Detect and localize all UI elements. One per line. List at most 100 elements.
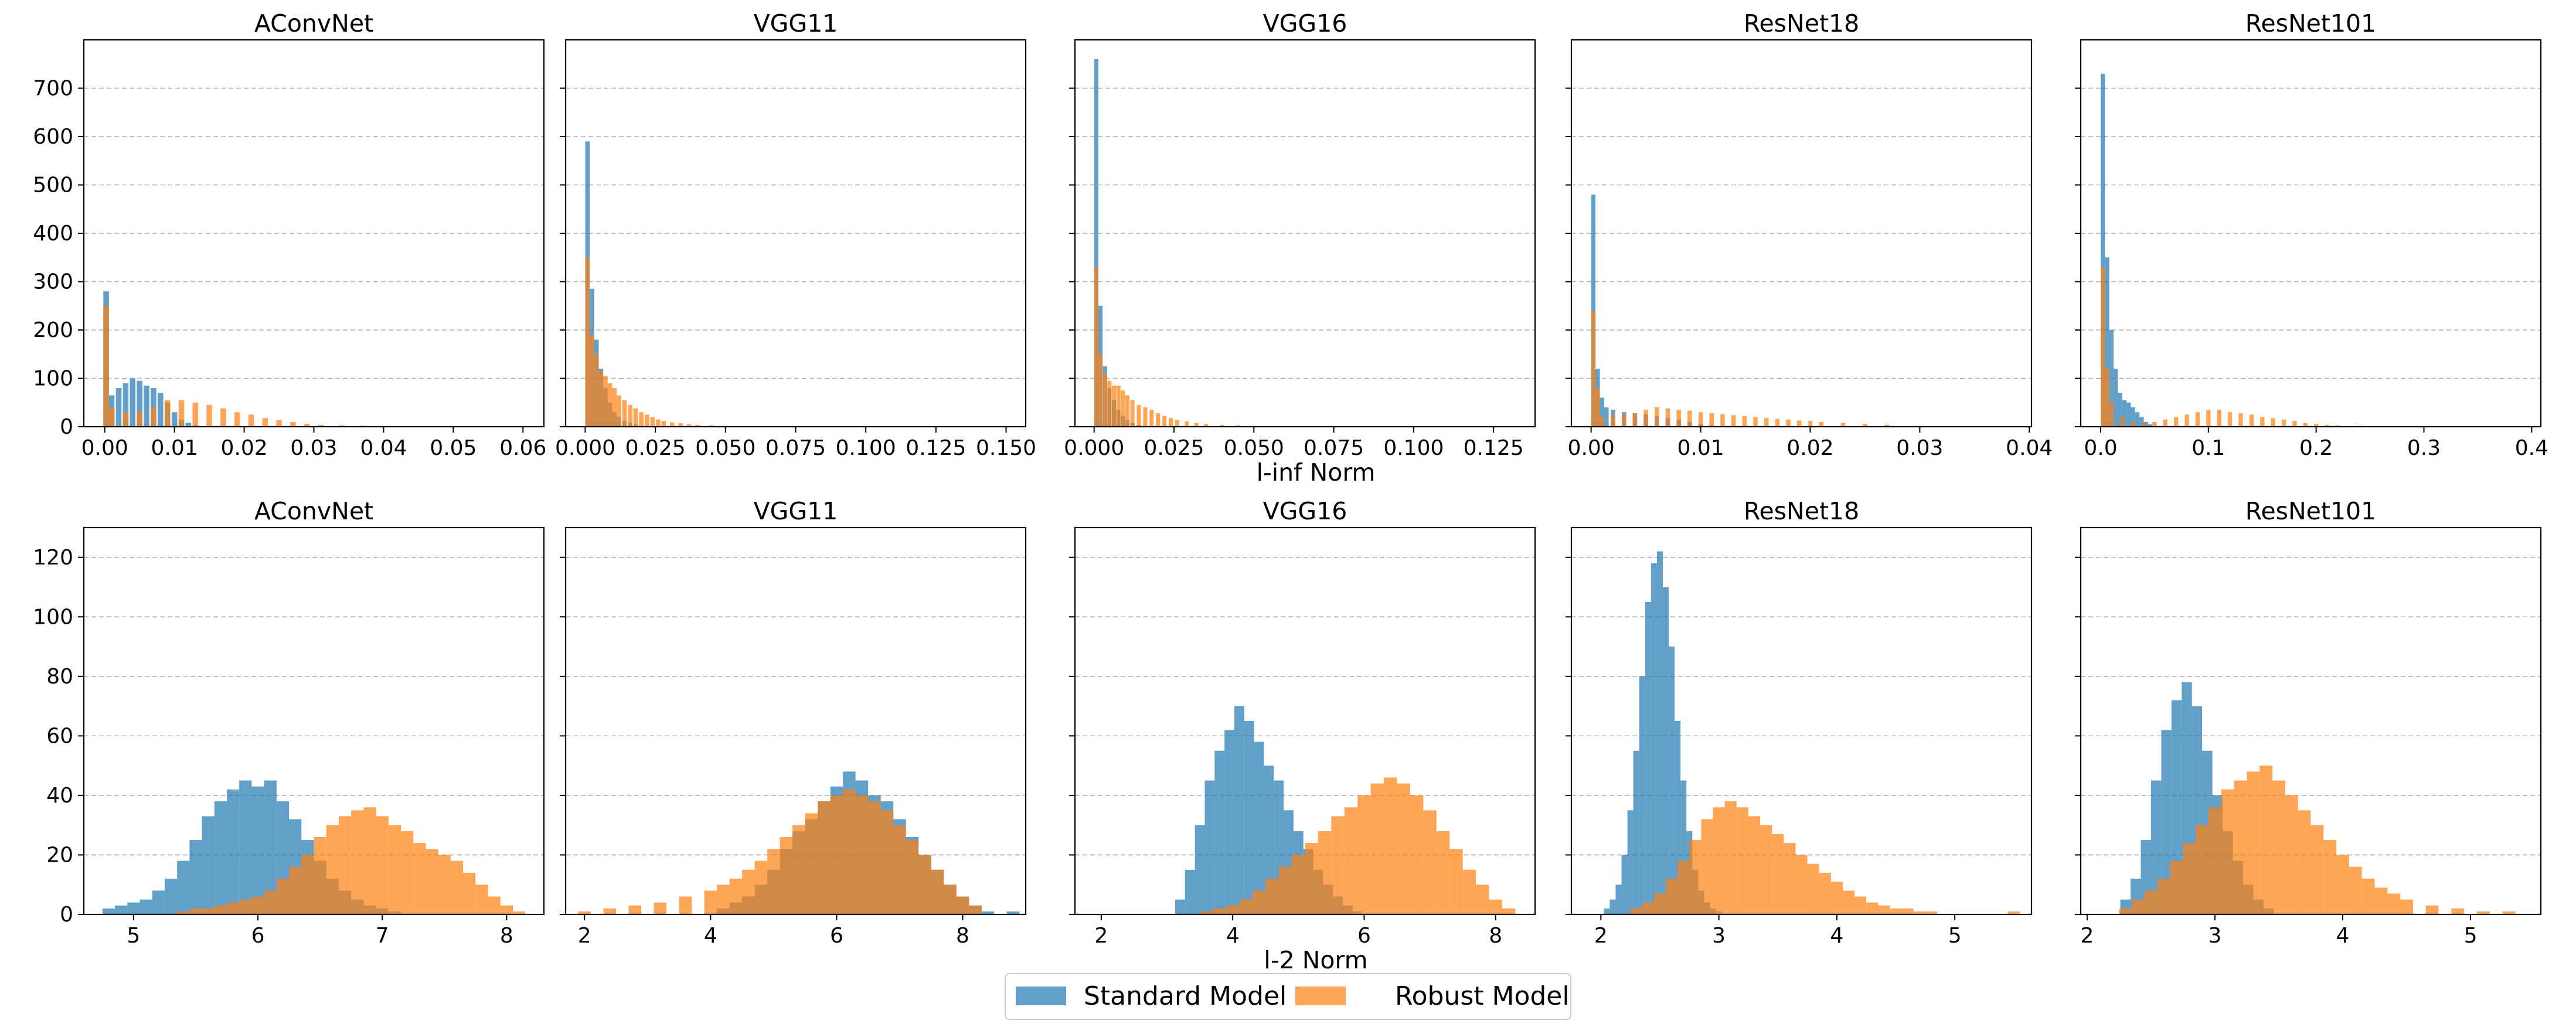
x-tick-label: 4 <box>1226 924 1240 948</box>
bar <box>2234 780 2247 914</box>
panel-1-resnet101: 0.0 0.1 0.2 0.3 0.4 ResNet101 <box>2075 9 2548 460</box>
bar <box>1236 425 1240 427</box>
bar <box>1370 783 1384 914</box>
bar <box>1797 420 1802 427</box>
bar <box>1760 825 1772 914</box>
bar <box>661 421 666 427</box>
bar <box>2109 402 2114 427</box>
bar <box>164 400 171 427</box>
y-tick-label: 200 <box>33 318 73 342</box>
legend-box <box>1005 973 1571 1020</box>
series-robust-model <box>1630 801 2020 914</box>
bar <box>1784 843 1796 914</box>
bar <box>1384 777 1397 914</box>
y-tick-label: 20 <box>46 843 73 867</box>
bar <box>1436 831 1450 914</box>
panel-title: ResNet18 <box>1744 497 1859 525</box>
x-tick-label: 4 <box>1830 924 1843 948</box>
bar <box>189 840 202 914</box>
bar <box>1111 385 1117 427</box>
bar <box>1742 416 1747 427</box>
bar <box>654 902 667 914</box>
bar <box>1840 423 1846 427</box>
bar <box>1633 750 1639 914</box>
bar <box>1863 424 1867 427</box>
x-tick-label: 0.2 <box>2299 436 2333 460</box>
bar <box>2007 911 2020 914</box>
bar <box>1639 676 1645 914</box>
bar <box>171 412 178 427</box>
bar <box>1423 810 1437 914</box>
bar <box>709 425 714 427</box>
bar <box>754 860 768 914</box>
bar <box>1344 807 1358 914</box>
bar <box>2120 417 2125 427</box>
bar <box>1642 902 1654 914</box>
panel-title: ResNet101 <box>2245 9 2376 38</box>
bar <box>2400 899 2413 914</box>
bar <box>1689 840 1702 914</box>
x-tick-label: 0.06 <box>499 436 546 460</box>
bar <box>251 786 264 914</box>
bar <box>906 840 919 914</box>
bar <box>1854 896 1867 914</box>
bar <box>1162 416 1167 427</box>
bar <box>1265 879 1279 914</box>
bar <box>1808 421 1813 427</box>
bar <box>2139 417 2144 427</box>
bar <box>679 896 692 914</box>
bar <box>1502 908 1516 914</box>
bar <box>2183 843 2196 914</box>
x-tick-label: 0.125 <box>906 436 966 460</box>
bar <box>164 879 178 914</box>
bar <box>2131 421 2135 427</box>
bar <box>1130 400 1135 427</box>
bar <box>843 789 856 914</box>
bar <box>695 424 700 427</box>
x-tick-label: 4 <box>2336 924 2350 948</box>
bar <box>969 905 982 914</box>
bar <box>475 885 488 914</box>
bar <box>1632 413 1638 427</box>
x-tick-label: 8 <box>1489 924 1502 948</box>
bar <box>2259 766 2273 914</box>
bar <box>1736 807 1748 914</box>
panel-title: AConvNet <box>254 9 373 38</box>
bar <box>2132 899 2145 914</box>
bar <box>1107 380 1112 427</box>
y-tick-label: 400 <box>33 222 73 246</box>
bar <box>1753 417 1758 427</box>
bar <box>413 843 426 914</box>
bar <box>1653 893 1666 914</box>
bar <box>1121 390 1125 427</box>
bar <box>678 423 683 427</box>
bar <box>1842 890 1855 914</box>
bar <box>1462 869 1476 914</box>
x-tick-label: 2 <box>578 924 591 948</box>
y-tick-label: 300 <box>33 270 73 294</box>
x-tick-label: 8 <box>956 924 969 948</box>
x-tick-label: 0.4 <box>2515 436 2548 460</box>
bar <box>1264 766 1274 914</box>
bar <box>639 412 644 427</box>
x-tick-label: 0.01 <box>1677 436 1724 460</box>
bar <box>1807 863 1819 914</box>
bar <box>855 795 869 914</box>
panel-2-resnet18: 2 3 4 5 ResNet18 <box>1566 497 2033 948</box>
x-tick-label: 0.01 <box>151 436 198 460</box>
bar <box>2145 890 2158 914</box>
bar <box>512 911 526 914</box>
bar <box>1676 410 1681 427</box>
bar <box>122 383 129 427</box>
bar <box>590 335 594 427</box>
bar <box>598 371 604 427</box>
bar <box>1244 721 1254 914</box>
x-tick-label: 4 <box>704 924 717 948</box>
panel-2-vgg11: 2 4 6 8 VGG11 <box>560 497 1027 948</box>
bar <box>2227 412 2233 427</box>
bar <box>151 407 156 427</box>
bar <box>1098 354 1103 427</box>
bar <box>1331 816 1345 914</box>
x-tick-label: 0.075 <box>1304 436 1364 460</box>
bar <box>956 896 969 914</box>
